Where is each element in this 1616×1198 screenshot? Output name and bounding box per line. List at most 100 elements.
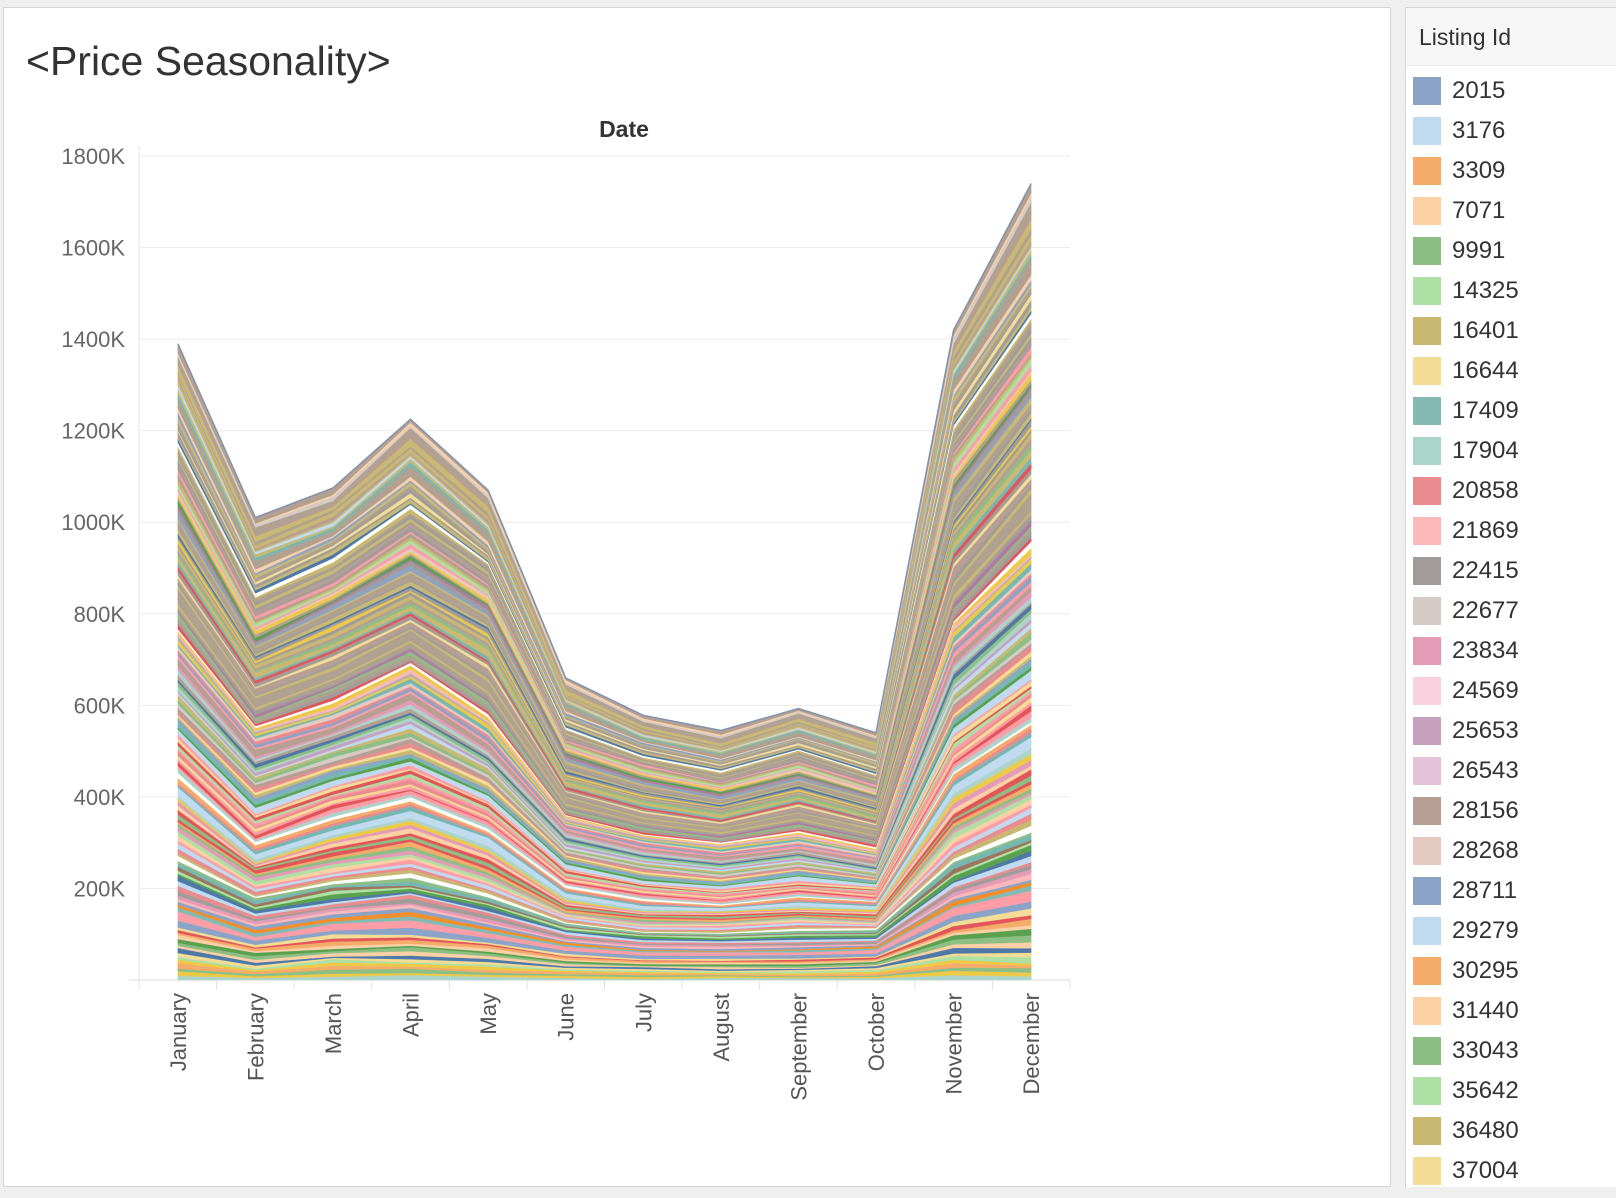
legend-item[interactable]: 22415 xyxy=(1406,551,1616,591)
x-tick-label: March xyxy=(321,993,346,1054)
y-tick-label: 1000K xyxy=(61,510,125,535)
legend-label: 31440 xyxy=(1452,997,1519,1024)
legend-item[interactable]: 24569 xyxy=(1406,671,1616,711)
legend-title: Listing Id xyxy=(1406,8,1616,66)
legend-item[interactable]: 28711 xyxy=(1406,871,1616,911)
legend-label: 29279 xyxy=(1452,917,1519,944)
legend-swatch xyxy=(1413,1157,1441,1185)
legend-item[interactable]: 29279 xyxy=(1406,911,1616,951)
legend-label: 37004 xyxy=(1452,1157,1519,1184)
y-tick-label: 600K xyxy=(74,693,126,718)
x-tick-label: September xyxy=(786,993,811,1101)
y-tick-label: 800K xyxy=(74,602,126,627)
legend-item[interactable]: 35642 xyxy=(1406,1071,1616,1111)
legend-swatch xyxy=(1413,77,1441,105)
legend-swatch xyxy=(1413,797,1441,825)
legend-item[interactable]: 14325 xyxy=(1406,271,1616,311)
legend-swatch xyxy=(1413,877,1441,905)
y-tick-label: 1400K xyxy=(61,327,125,352)
legend-label: 14325 xyxy=(1452,277,1519,304)
x-tick-label: November xyxy=(942,993,967,1094)
legend-item[interactable]: 23834 xyxy=(1406,631,1616,671)
legend-item[interactable]: 28156 xyxy=(1406,791,1616,831)
stacked-area-chart[interactable]: 1800K 1600K 1400K 1200K 1000K 800K 600K 400K 200… xyxy=(4,8,1390,1186)
legend-item[interactable]: 16401 xyxy=(1406,311,1616,351)
legend-label: 21869 xyxy=(1452,517,1519,544)
legend-swatch xyxy=(1413,717,1441,745)
legend-label: 16401 xyxy=(1452,317,1519,344)
legend-swatch xyxy=(1413,237,1441,265)
x-tick-label: May xyxy=(476,993,501,1035)
legend-item[interactable]: 2015 xyxy=(1406,71,1616,111)
y-tick-label: 1200K xyxy=(61,419,125,444)
legend-label: 20858 xyxy=(1452,477,1519,504)
legend-item[interactable]: 26543 xyxy=(1406,751,1616,791)
legend-item[interactable]: 17904 xyxy=(1406,431,1616,471)
legend-swatch xyxy=(1413,277,1441,305)
legend-item[interactable]: 3176 xyxy=(1406,111,1616,151)
column-header-date: Date xyxy=(599,116,649,142)
legend-item[interactable]: 37004 xyxy=(1406,1151,1616,1187)
legend-label: 30295 xyxy=(1452,957,1519,984)
legend-swatch xyxy=(1413,957,1441,985)
legend-item[interactable]: 33043 xyxy=(1406,1031,1616,1071)
legend-swatch xyxy=(1413,757,1441,785)
legend-swatch xyxy=(1413,157,1441,185)
chart-title: <Price Seasonality> xyxy=(26,38,391,84)
area-bands xyxy=(177,183,1032,981)
legend-swatch xyxy=(1413,357,1441,385)
legend-swatch xyxy=(1413,557,1441,585)
legend-label: 9991 xyxy=(1452,237,1506,264)
legend-item[interactable]: 17409 xyxy=(1406,391,1616,431)
legend-swatch xyxy=(1413,1037,1441,1065)
legend-label: 16644 xyxy=(1452,357,1519,384)
legend-swatch xyxy=(1413,677,1441,705)
legend-item[interactable]: 9991 xyxy=(1406,231,1616,271)
chart-pane: <Price Seasonality> Date 1800K 1600K 1400K… xyxy=(3,7,1391,1187)
legend-label: 17409 xyxy=(1452,397,1519,424)
legend-swatch xyxy=(1413,437,1441,465)
legend-swatch xyxy=(1413,117,1441,145)
y-tick-label: 200K xyxy=(74,876,126,901)
legend-label: 35642 xyxy=(1452,1077,1519,1104)
legend-item[interactable]: 7071 xyxy=(1406,191,1616,231)
legend-swatch xyxy=(1413,917,1441,945)
legend-item[interactable]: 20858 xyxy=(1406,471,1616,511)
legend-swatch xyxy=(1413,1117,1441,1145)
legend-swatch xyxy=(1413,997,1441,1025)
legend-label: 24569 xyxy=(1452,677,1519,704)
legend-label: 2015 xyxy=(1452,77,1506,104)
legend-item[interactable]: 21869 xyxy=(1406,511,1616,551)
legend-label: 28268 xyxy=(1452,837,1519,864)
legend-swatch xyxy=(1413,477,1441,505)
legend-swatch xyxy=(1413,597,1441,625)
legend-pane: Listing Id 2015 3176 3309 7071 9991 14325 1640… xyxy=(1405,7,1616,1187)
legend-item[interactable]: 25653 xyxy=(1406,711,1616,751)
legend-list: 2015 3176 3309 7071 9991 14325 16401 16644 17409… xyxy=(1406,71,1616,1187)
legend-label: 26543 xyxy=(1452,757,1519,784)
legend-label: 17904 xyxy=(1452,437,1519,464)
legend-swatch xyxy=(1413,637,1441,665)
legend-label: 23834 xyxy=(1452,637,1519,664)
x-tick-label: August xyxy=(709,993,734,1062)
legend-item[interactable]: 3309 xyxy=(1406,151,1616,191)
legend-item[interactable]: 16644 xyxy=(1406,351,1616,391)
legend-label: 25653 xyxy=(1452,717,1519,744)
legend-item[interactable]: 36480 xyxy=(1406,1111,1616,1151)
y-tick-label: 1600K xyxy=(61,236,125,261)
legend-swatch xyxy=(1413,317,1441,345)
x-tick-label: July xyxy=(631,993,656,1032)
legend-label: 28156 xyxy=(1452,797,1519,824)
legend-item[interactable]: 22677 xyxy=(1406,591,1616,631)
legend-swatch xyxy=(1413,837,1441,865)
legend-item[interactable]: 28268 xyxy=(1406,831,1616,871)
legend-label: 22415 xyxy=(1452,557,1519,584)
x-tick-label: February xyxy=(243,993,268,1081)
x-tick-label: June xyxy=(554,993,579,1041)
legend-swatch xyxy=(1413,197,1441,225)
legend-label: 3176 xyxy=(1452,117,1506,144)
legend-item[interactable]: 30295 xyxy=(1406,951,1616,991)
legend-label: 28711 xyxy=(1452,877,1517,904)
legend-item[interactable]: 31440 xyxy=(1406,991,1616,1031)
